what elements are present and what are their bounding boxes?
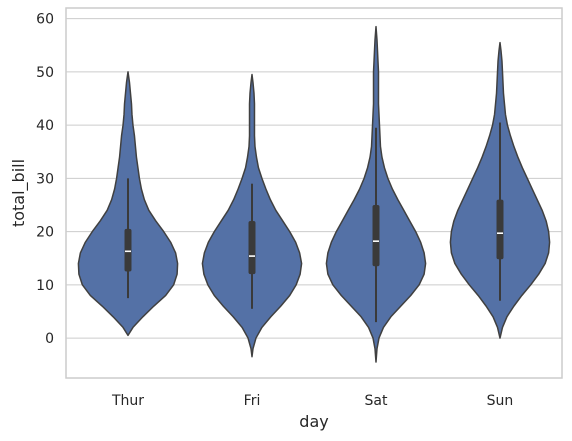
violin-sun [449,41,551,339]
y-tick-label: 60 [36,12,54,28]
violin-iqr-box [124,228,132,272]
y-tick-label: 50 [36,65,54,81]
violin-iqr-box [372,204,380,267]
plot-frame [65,7,563,379]
x-tick-labels: Thur Fri Sat Sun [111,393,513,409]
y-tick-labels: 0 10 20 30 40 50 60 [36,12,54,347]
violins [77,25,551,363]
y-tick-label: 0 [45,331,54,347]
y-tick-label: 20 [36,225,54,241]
y-tick-label: 40 [36,118,54,134]
violin-sat [325,25,427,363]
violin-iqr-box [496,199,504,260]
x-axis-label: day [299,412,328,431]
violin-fri [201,73,303,358]
y-axis-label: total_bill [9,159,29,227]
x-tick-label: Sat [365,393,388,409]
x-tick-label: Sun [487,393,514,409]
x-tick-label: Fri [244,393,261,409]
y-tick-label: 10 [36,278,54,294]
violin-thur [77,71,179,337]
violin-iqr-box [248,220,256,275]
x-tick-label: Thur [111,393,144,409]
y-tick-label: 30 [36,171,54,187]
